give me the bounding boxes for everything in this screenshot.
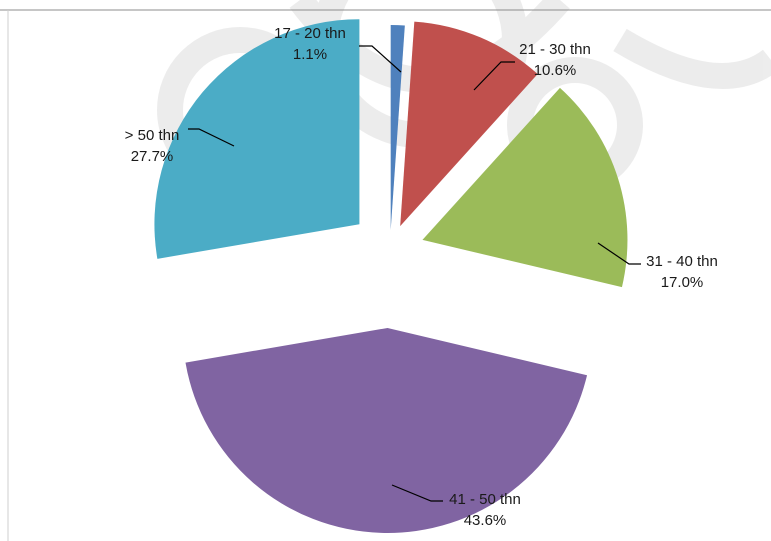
leader-line: [391, 484, 443, 502]
slice-category-label: 31 - 40 thn: [646, 253, 718, 270]
slice-category-label: 17 - 20 thn: [274, 25, 346, 42]
pie-slice-50-thn: [154, 19, 360, 259]
slice-percent-label: 1.1%: [293, 46, 327, 63]
slice-category-label: > 50 thn: [125, 127, 180, 144]
slice-percent-label: 43.6%: [464, 512, 507, 529]
slice-category-label: 41 - 50 thn: [449, 491, 521, 508]
leader-line: [359, 45, 402, 73]
slice-percent-label: 10.6%: [534, 62, 577, 79]
slice-percent-label: 17.0%: [661, 274, 704, 291]
pie-slice-31-40-thn: [422, 87, 628, 288]
leader-line: [473, 61, 515, 91]
leader-line: [188, 128, 235, 147]
slice-percent-label: 27.7%: [131, 148, 174, 165]
pie-slice-17-20-thn: [390, 25, 405, 231]
leader-line: [597, 242, 641, 265]
pie-slice-21-30-thn: [400, 21, 538, 227]
pie-slice-41-50-thn: [185, 327, 588, 533]
slice-category-label: 21 - 30 thn: [519, 41, 591, 58]
